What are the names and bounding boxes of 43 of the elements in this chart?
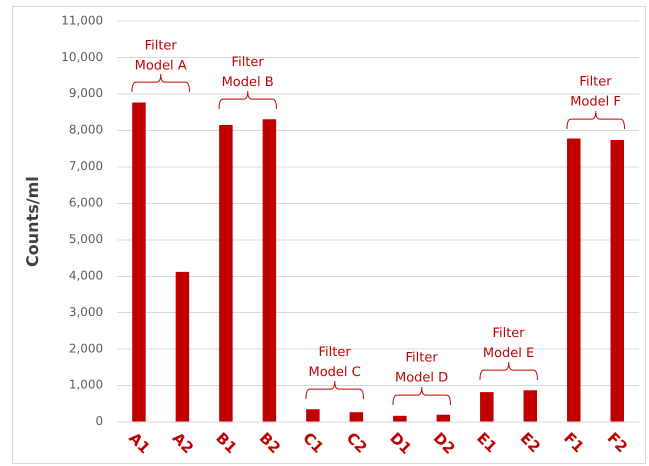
bar <box>480 392 494 422</box>
annotation: Filter Model E <box>482 326 534 362</box>
bar <box>262 119 276 422</box>
bar <box>306 409 320 422</box>
y-tick-label: 0 <box>96 414 104 428</box>
y-tick-label: 10,000 <box>61 50 104 64</box>
y-axis-title: Counts/ml <box>22 176 42 267</box>
y-tick-label: 9,000 <box>68 86 104 100</box>
annotation: Filter Model D <box>394 350 448 386</box>
x-tick-label: F1 <box>560 428 588 456</box>
x-tick-label: E1 <box>473 428 501 456</box>
x-tick-label: B2 <box>256 428 284 458</box>
annotation: Filter Model A <box>134 38 187 74</box>
x-tick-label: C2 <box>342 428 371 457</box>
y-tick-label: 5,000 <box>68 232 104 246</box>
annotation: Filter Model C <box>308 345 361 380</box>
bar <box>436 414 450 422</box>
x-tick-label: A1 <box>125 428 154 458</box>
x-tick-label: B1 <box>212 428 241 458</box>
y-tick-label: 8,000 <box>68 122 104 137</box>
x-tick-label: D2 <box>430 428 459 458</box>
bar <box>132 102 146 422</box>
x-tick-label: F2 <box>604 428 632 456</box>
bar <box>350 412 364 422</box>
bar <box>219 125 233 422</box>
x-tick-label: C1 <box>299 428 328 457</box>
annotation: Filter Model B <box>222 55 274 90</box>
y-tick-label: 2,000 <box>68 341 104 356</box>
x-tick-label: E2 <box>516 428 544 456</box>
y-tick-label: 1,000 <box>68 378 104 392</box>
x-tick-label: D1 <box>386 428 416 458</box>
annotation: Filter Model F <box>570 74 621 110</box>
bar <box>567 138 581 422</box>
bar <box>524 390 538 422</box>
y-tick-label: 11,000 <box>61 13 104 28</box>
y-tick-label: 4,000 <box>68 268 104 282</box>
x-tick-label: A2 <box>168 428 198 458</box>
y-tick-label: 7,000 <box>68 159 104 174</box>
bar <box>176 272 190 422</box>
bar <box>610 140 624 422</box>
y-tick-label: 6,000 <box>68 196 104 210</box>
y-tick-label: 3,000 <box>68 304 104 319</box>
bar <box>393 416 407 422</box>
